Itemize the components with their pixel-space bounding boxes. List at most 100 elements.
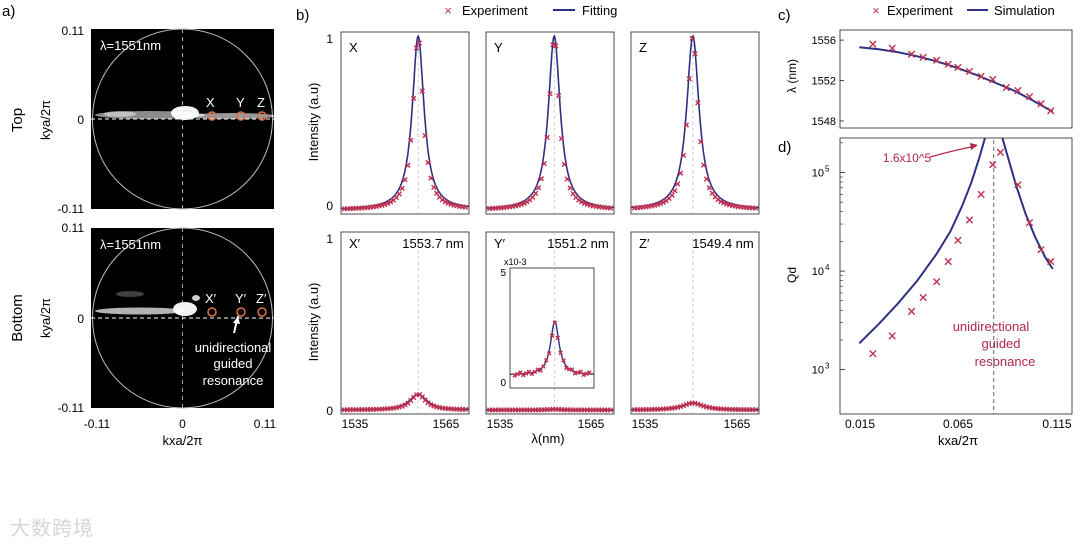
b-xtick-1-min: 1535 [342,417,369,431]
b-top-3-experiment-point [683,122,690,128]
b-top-3-experiment-point [721,200,727,206]
b-top-3-experiment-point [706,184,713,191]
b-top-1-experiment-point [399,185,405,192]
panel-b-legend: × Experiment Fitting [444,3,617,18]
bottom-point-x-marker [207,307,217,317]
b-top-3-experiment-point [692,50,698,57]
panel-label-a: a) [2,3,15,20]
inset-scale-label: x10-3 [504,257,527,267]
b-top-1-experiment-point [413,45,420,51]
c-experiment-point [919,53,927,61]
d-ytick-exponent: 3 [825,362,830,371]
b-bottom-2-wavelength: 1551.2 nm [547,236,608,251]
inset-experiment-point [543,357,549,363]
c-experiment-point [1014,86,1022,95]
c-experiment-point [989,75,997,84]
c-experiment-point [1025,92,1034,101]
c-experiment-point [1037,100,1045,108]
b-top-2-label: Y [494,40,503,55]
panel-a: X Y Z λ=1551nm X′ Y′ Z′ λ=1551nm unidire… [9,24,277,448]
b-top-3-experiment-point [700,162,707,168]
d-experiment-point [944,257,952,266]
b-top-2-experiment-point [547,91,553,97]
b-top-2-frame [485,31,615,215]
b-xtick-1-max: 1565 [433,417,460,431]
b-bottom-1-label: X′ [349,236,361,251]
b-top-2-experiment-point [578,199,585,205]
b-top-ylabel: Intensity (a.u) [306,83,321,162]
d-experiment-point [1037,245,1045,254]
bottom-point-z-marker [257,307,267,317]
inset-ytick-zero: 0 [500,378,506,389]
d-experiment-point [977,190,985,199]
b-top-1-experiment-point [396,191,402,197]
c-ytick-label: 1556 [812,35,836,47]
b-top-3-fit-curve [631,34,759,209]
b-bottom-3-plot [630,231,760,415]
b-top-2-experiment-point [555,93,562,99]
b-top-2-experiment-point [553,43,559,49]
b-bottom-1-experiment-point [428,402,434,408]
d-frame [839,137,1073,415]
inset-experiment-point [558,350,563,355]
bottom-point-y-label: Y′ [235,291,247,306]
d-annotation-line-1: unidirectional [953,319,1030,334]
inset-experiment-point [581,372,586,378]
d-xtick-3: 0.115 [1042,417,1071,431]
c-experiment-point [965,67,974,76]
b-top-1-experiment-point [445,200,451,206]
b-top-1-experiment-point [422,132,428,139]
d-experiment-point [1014,181,1022,189]
inset-experiment-point [555,335,561,341]
top-ytick-zero: 0 [77,113,84,127]
b-top-3-label: Z [639,40,647,55]
top-point-z-label: Z [257,95,265,110]
c-experiment-point [954,63,962,72]
b-top-2-experiment-point [535,185,542,191]
b-top-1-experiment-point [428,175,434,181]
bottom-bright-band [95,291,200,316]
d-experiment-point [965,216,974,224]
top-point-y-label: Y [236,95,245,110]
inset-experiment-point [541,364,546,369]
d-simulation-curve-right [1001,137,1054,270]
b-bottom-ytick-1: 1 [326,232,333,246]
b-top-2-experiment-point [518,201,524,208]
b-top-1-experiment-point [410,95,417,102]
watermark: 大数跨境 [10,516,94,540]
c-legend-experiment-marker: × [872,3,880,18]
legend-experiment-label: Experiment [462,3,528,18]
b-bottom-3-frame [630,231,760,415]
d-peak-arrow [929,145,977,158]
b-bottom-3-experiment-point [680,402,687,409]
bottom-lambda-label: λ=1551nm [100,237,161,252]
c-experiment-point [944,60,952,69]
inset-experiment-point [523,371,529,376]
top-ytick-min: -0.11 [58,202,85,216]
inset-experiment-point [575,370,581,375]
bottom-point-y-marker [236,307,246,317]
d-ytick-label: 10 [812,168,824,180]
b-bottom-3-experiment-point [695,401,701,407]
b-bottom-1-plot [340,231,470,415]
b-top-2-experiment-point [558,135,565,142]
b-top-1-experiment-point [433,190,440,196]
panel-a-xlabel: kxa/2π [162,433,202,448]
d-experiment-point [919,293,927,302]
c-experiment-point [888,44,896,52]
b-top-1-experiment-point [462,204,469,210]
top-point-z-marker [257,111,267,121]
c-ytick-label: 1548 [812,116,836,128]
panel-c-legend: × Experiment Simulation [872,3,1055,18]
b-top-3-experiment-point [686,76,692,82]
b-top-1-experiment-point [387,199,394,205]
b-top-3-experiment-point [703,176,710,182]
b-top-2-experiment-point [532,190,539,197]
b-top-1-label: X [349,40,358,55]
inset-experiment-point [587,370,592,375]
b-top-2-experiment-point [567,185,573,191]
c-experiment-point [1047,107,1055,115]
c-experiment-point [1002,83,1010,92]
annotation-line-3: resonance [203,373,264,388]
b-top-ytick-1: 1 [326,32,333,46]
